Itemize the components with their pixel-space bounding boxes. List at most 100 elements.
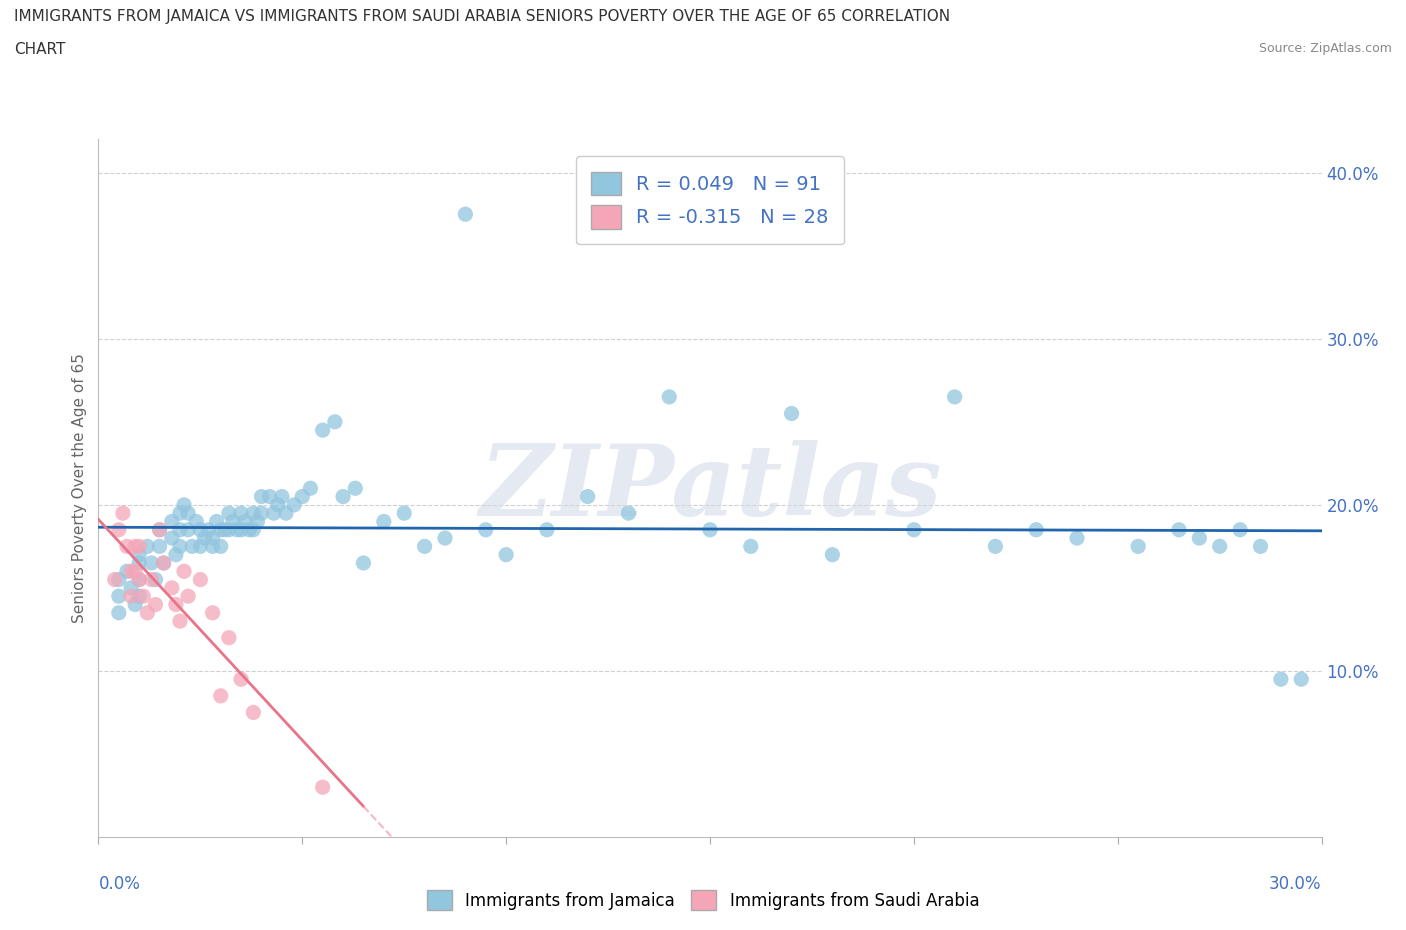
Point: [943, 390, 966, 405]
Text: IMMIGRANTS FROM JAMAICA VS IMMIGRANTS FROM SAUDI ARABIA SENIORS POVERTY OVER THE: IMMIGRANTS FROM JAMAICA VS IMMIGRANTS FR…: [14, 9, 950, 24]
Legend: Immigrants from Jamaica, Immigrants from Saudi Arabia: Immigrants from Jamaica, Immigrants from…: [420, 884, 986, 917]
Point: [267, 498, 290, 512]
Point: [1066, 531, 1088, 546]
Point: [188, 572, 212, 587]
Point: [312, 422, 335, 438]
Point: [169, 614, 191, 629]
Point: [124, 597, 146, 612]
Point: [283, 498, 305, 512]
Point: [352, 555, 374, 570]
Point: [218, 523, 240, 538]
Point: [344, 481, 367, 496]
Point: [821, 547, 844, 562]
Point: [984, 539, 1007, 554]
Point: [108, 523, 131, 538]
Point: [128, 547, 150, 562]
Point: [181, 539, 204, 554]
Point: [1025, 523, 1047, 538]
Point: [152, 555, 174, 570]
Point: [214, 523, 236, 538]
Point: [332, 489, 354, 504]
Point: [169, 523, 191, 538]
Point: [160, 514, 183, 529]
Point: [149, 523, 172, 538]
Point: [238, 523, 260, 538]
Point: [250, 489, 273, 504]
Point: [576, 489, 599, 504]
Point: [141, 555, 163, 570]
Point: [188, 523, 212, 538]
Point: [209, 539, 232, 554]
Point: [201, 539, 224, 554]
Point: [373, 514, 395, 529]
Point: [274, 506, 297, 521]
Point: [392, 506, 416, 521]
Point: [250, 506, 273, 521]
Point: [658, 390, 681, 405]
Point: [903, 523, 925, 538]
Point: [231, 506, 253, 521]
Point: [160, 531, 183, 546]
Point: [104, 572, 127, 587]
Point: [1270, 671, 1292, 686]
Point: [259, 489, 281, 504]
Point: [291, 489, 314, 504]
Point: [177, 523, 200, 538]
Point: [115, 539, 138, 554]
Point: [165, 547, 187, 562]
Point: [145, 572, 167, 587]
Point: [1209, 539, 1232, 554]
Point: [124, 564, 146, 578]
Text: 0.0%: 0.0%: [98, 875, 141, 894]
Point: [242, 506, 264, 521]
Point: [128, 539, 150, 554]
Point: [222, 514, 245, 529]
Point: [128, 555, 150, 570]
Point: [149, 539, 172, 554]
Point: [209, 688, 232, 703]
Point: [160, 580, 183, 595]
Point: [132, 589, 155, 604]
Text: ZIPatlas: ZIPatlas: [479, 440, 941, 537]
Point: [1188, 531, 1211, 546]
Text: Source: ZipAtlas.com: Source: ZipAtlas.com: [1258, 42, 1392, 55]
Point: [434, 531, 457, 546]
Point: [193, 531, 215, 546]
Point: [152, 555, 174, 570]
Point: [201, 531, 224, 546]
Text: CHART: CHART: [14, 42, 66, 57]
Point: [186, 514, 208, 529]
Point: [1249, 539, 1271, 554]
Point: [699, 523, 721, 538]
Point: [246, 514, 269, 529]
Point: [218, 631, 240, 645]
Legend: R = 0.049   N = 91, R = -0.315   N = 28: R = 0.049 N = 91, R = -0.315 N = 28: [576, 156, 844, 245]
Point: [128, 572, 150, 587]
Point: [454, 206, 477, 221]
Point: [108, 589, 131, 604]
Point: [188, 539, 212, 554]
Point: [231, 523, 253, 538]
Point: [312, 779, 335, 794]
Point: [197, 523, 219, 538]
Point: [226, 523, 249, 538]
Point: [177, 589, 200, 604]
Point: [173, 564, 195, 578]
Point: [617, 506, 640, 521]
Point: [1128, 539, 1150, 554]
Point: [128, 589, 150, 604]
Point: [169, 539, 191, 554]
Point: [209, 523, 232, 538]
Point: [270, 489, 294, 504]
Point: [1167, 523, 1189, 538]
Point: [173, 498, 195, 512]
Point: [413, 539, 436, 554]
Y-axis label: Seniors Poverty Over the Age of 65: Seniors Poverty Over the Age of 65: [72, 353, 87, 623]
Point: [169, 506, 191, 521]
Point: [474, 523, 498, 538]
Point: [136, 539, 159, 554]
Point: [108, 572, 131, 587]
Point: [263, 506, 285, 521]
Point: [780, 406, 803, 421]
Point: [136, 605, 159, 620]
